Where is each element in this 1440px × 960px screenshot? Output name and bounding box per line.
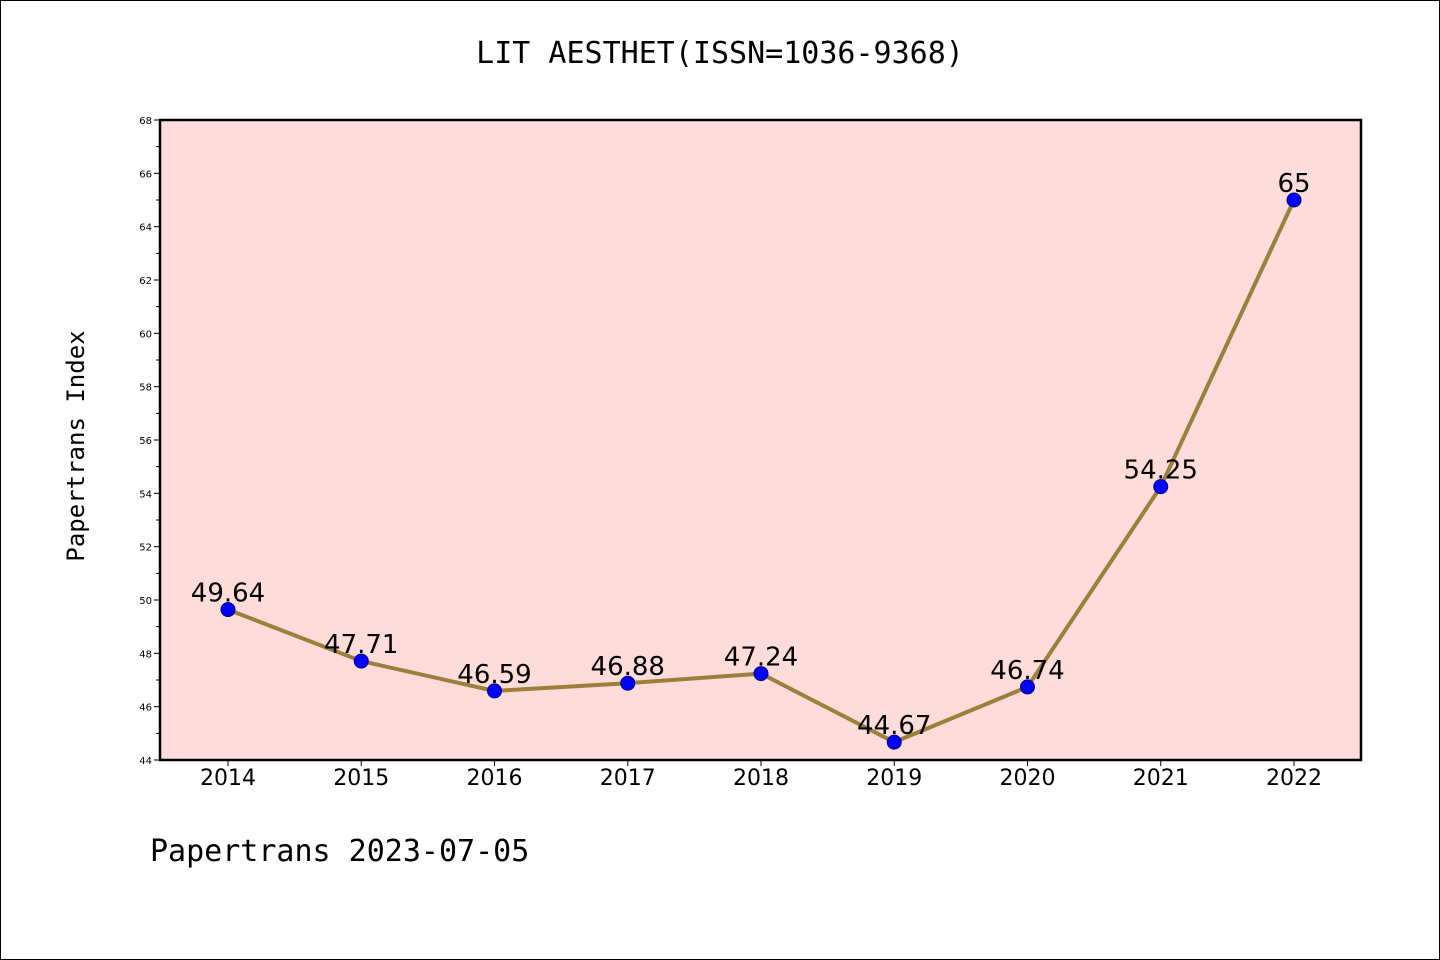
x-axis: 2014 2015 2016 2017 2018 2019 2020 2021 2022 — [200, 760, 1322, 791]
y-tick-label: 46 — [139, 703, 152, 714]
x-tick-label: 2019 — [866, 766, 922, 791]
data-label: 46.74 — [990, 656, 1064, 686]
data-label: 47.71 — [324, 630, 398, 660]
data-label: 46.59 — [457, 660, 531, 690]
data-point — [1020, 679, 1035, 695]
y-tick-label: 68 — [139, 116, 152, 127]
data-label: 54.25 — [1124, 456, 1198, 486]
data-point — [1286, 192, 1302, 208]
y-tick-label: 62 — [139, 276, 152, 287]
data-point — [620, 675, 636, 691]
y-tick-label: 44 — [139, 756, 152, 767]
y-tick-label: 52 — [139, 543, 152, 554]
y-tick-label: 50 — [139, 596, 152, 607]
chart-title: LIT AESTHET(ISSN=1036-9368) — [476, 36, 964, 71]
y-tick-label: 66 — [139, 169, 152, 180]
y-tick-label: 60 — [139, 329, 152, 340]
x-tick-label: 2021 — [1133, 766, 1189, 791]
footer-caption: Papertrans 2023-07-05 — [150, 834, 530, 869]
data-label: 46.88 — [591, 652, 665, 682]
data-point — [1153, 479, 1169, 495]
x-tick-label: 2020 — [1000, 766, 1056, 791]
x-tick-label: 2014 — [200, 766, 256, 791]
data-point — [220, 602, 236, 618]
data-point — [487, 683, 502, 699]
x-tick-label: 2022 — [1266, 766, 1322, 791]
data-label: 65 — [1277, 169, 1310, 199]
plot-area — [160, 120, 1361, 760]
y-tick-label: 54 — [139, 489, 152, 500]
data-label: 47.24 — [724, 643, 798, 673]
y-tick-label: 58 — [139, 383, 152, 394]
data-point — [353, 653, 369, 669]
y-tick-label: 56 — [139, 436, 152, 447]
y-axis: 44 46 48 50 52 54 56 58 60 62 64 66 68 — [139, 116, 160, 767]
data-labels: 49.64 47.71 46.59 46.88 47.24 44.67 46.74 54.25… — [191, 169, 1311, 741]
x-tick-label: 2016 — [467, 766, 523, 791]
data-point — [753, 666, 769, 682]
plot-border — [158, 118, 1363, 762]
series-markers — [220, 192, 1302, 750]
data-label: 49.64 — [191, 579, 265, 609]
y-tick-label: 48 — [139, 649, 152, 660]
y-tick-label: 64 — [139, 223, 152, 234]
x-tick-label: 2018 — [733, 766, 789, 791]
x-tick-label: 2015 — [333, 766, 389, 791]
data-point — [886, 734, 902, 750]
data-label: 44.67 — [857, 711, 931, 741]
x-tick-label: 2017 — [600, 766, 656, 791]
